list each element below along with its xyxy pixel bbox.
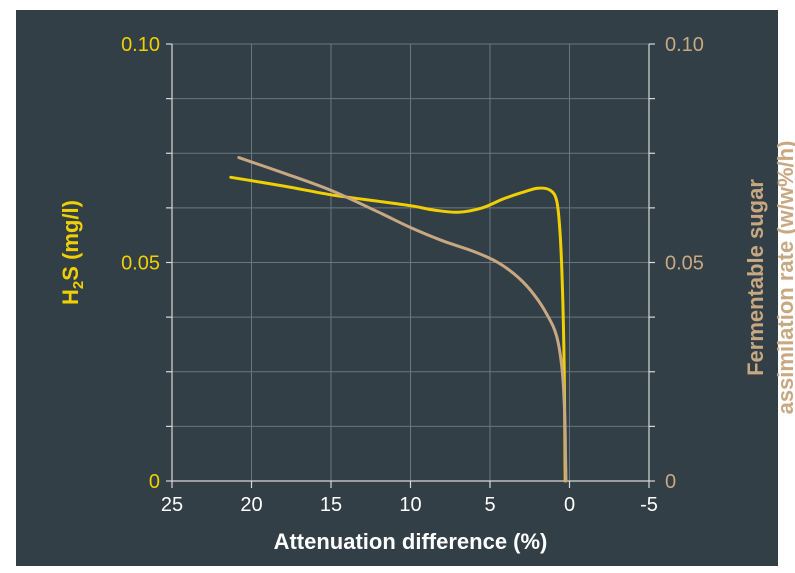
- sugar-series-line: [237, 156, 568, 483]
- x-tick-label: 15: [320, 494, 342, 516]
- y2-tick-label: 0.10: [665, 34, 704, 56]
- y-axis-title: H2S (mg/l): [58, 200, 87, 305]
- x-tick-label: 20: [240, 494, 262, 516]
- x-tick-label: 5: [484, 494, 495, 516]
- x-tick-label: 10: [399, 494, 421, 516]
- axes: [166, 43, 655, 488]
- y-tick-label: 0.05: [121, 253, 160, 275]
- x-tick-labels: 25 20 15 10 5 0 -5: [161, 494, 658, 516]
- x-tick-label: -5: [640, 494, 658, 516]
- y2-axis-title-line2: assimilation rate (w/w%/h): [773, 141, 795, 415]
- y-tick-label: 0.10: [121, 34, 160, 56]
- series-lines: [229, 156, 568, 483]
- y-axis-title-rest: S (mg/l): [58, 200, 83, 281]
- y-tick-labels: 0 0.05 0.10: [121, 34, 160, 493]
- y-tick-label: 0: [149, 471, 160, 493]
- h2s-series-line: [229, 175, 567, 483]
- x-tick-label: 0: [564, 494, 575, 516]
- y2-tick-label: 0.05: [665, 253, 704, 275]
- y-axis-title-main: H: [58, 289, 83, 305]
- y2-tick-labels: 0 0.05 0.10: [665, 34, 704, 493]
- grid: [171, 43, 650, 481]
- chart-background: [16, 10, 778, 566]
- y2-axis-title-line1: Fermentable sugar: [743, 179, 768, 376]
- y-axis-title-subscript: 2: [70, 281, 87, 289]
- x-tick-label: 25: [161, 494, 183, 516]
- y2-tick-label: 0: [665, 471, 676, 493]
- x-axis-title: Attenuation difference (%): [274, 529, 548, 554]
